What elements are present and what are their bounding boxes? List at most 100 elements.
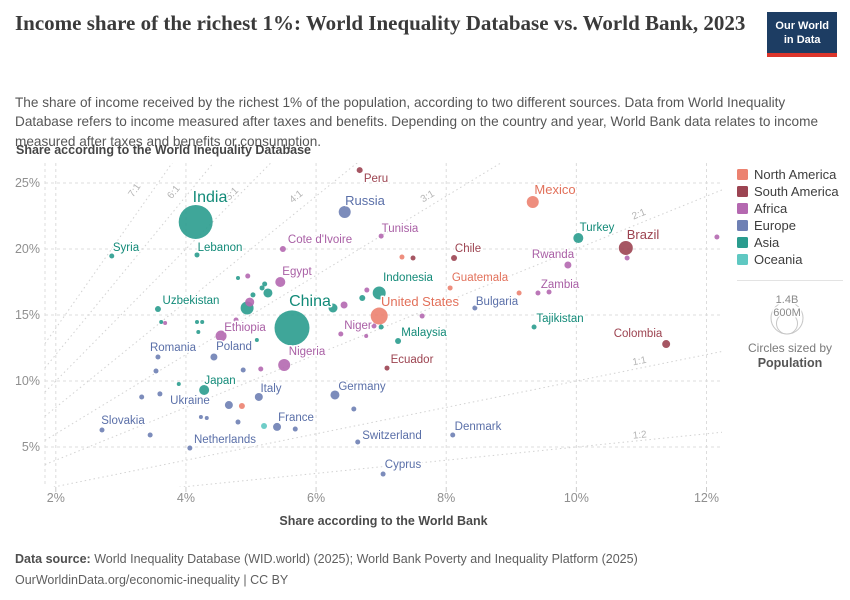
- data-point-peru[interactable]: [356, 167, 363, 174]
- data-point-uzbekistan[interactable]: [154, 306, 161, 313]
- page-title: Income share of the richest 1%: World In…: [15, 11, 746, 35]
- data-point-poland[interactable]: [210, 353, 218, 361]
- legend-swatch-north-america: [737, 169, 748, 180]
- data-point[interactable]: [147, 432, 153, 438]
- data-point[interactable]: [254, 337, 259, 342]
- data-point[interactable]: [340, 301, 348, 309]
- data-point-ethiopia[interactable]: [215, 330, 227, 342]
- data-point[interactable]: [198, 415, 203, 420]
- data-point[interactable]: [245, 297, 255, 307]
- data-point[interactable]: [714, 234, 720, 240]
- data-point-india[interactable]: [178, 204, 213, 239]
- data-point-cyprus[interactable]: [380, 471, 386, 477]
- data-point-netherlands[interactable]: [187, 445, 193, 451]
- data-point[interactable]: [240, 367, 246, 373]
- data-point[interactable]: [235, 419, 241, 425]
- legend-item-africa[interactable]: Africa: [737, 200, 843, 217]
- data-point-colombia[interactable]: [662, 340, 671, 349]
- data-point[interactable]: [261, 423, 268, 430]
- data-point-ukraine[interactable]: [224, 401, 233, 410]
- data-point-denmark[interactable]: [450, 432, 456, 438]
- data-point-france[interactable]: [273, 422, 282, 431]
- data-point[interactable]: [250, 292, 256, 298]
- data-point-japan[interactable]: [199, 384, 210, 395]
- data-point-romania[interactable]: [155, 354, 161, 360]
- ratio-line-1:1: [51, 350, 722, 487]
- data-point-rwanda[interactable]: [564, 261, 572, 269]
- legend-item-north-america[interactable]: North America: [737, 166, 843, 183]
- legend-item-south-america[interactable]: South America: [737, 183, 843, 200]
- data-point[interactable]: [196, 330, 201, 335]
- owid-logo[interactable]: Our World in Data: [767, 12, 837, 57]
- data-point[interactable]: [364, 287, 370, 293]
- chart-subtitle: The share of income received by the rich…: [15, 95, 818, 149]
- data-point[interactable]: [378, 324, 384, 330]
- data-point-nigeria[interactable]: [278, 359, 291, 372]
- data-point-united-states[interactable]: [370, 307, 388, 325]
- scatter-plot: 2% 4% 6% 8% 10% 12%5%10%15%20%25% 7:1 6:1 5:1 4:1…: [15, 163, 722, 505]
- data-point-chile[interactable]: [451, 254, 458, 261]
- data-point-syria[interactable]: [109, 253, 115, 259]
- data-point-zambia[interactable]: [535, 290, 541, 296]
- data-point[interactable]: [624, 255, 630, 261]
- data-point-china[interactable]: [274, 310, 310, 346]
- data-point-germany[interactable]: [330, 390, 340, 400]
- data-point-lebanon[interactable]: [194, 252, 200, 258]
- data-point-switzerland[interactable]: [355, 439, 361, 445]
- data-point-egypt[interactable]: [275, 277, 286, 287]
- data-point[interactable]: [238, 402, 245, 409]
- data-point[interactable]: [258, 366, 264, 372]
- data-point[interactable]: [399, 254, 405, 260]
- data-point[interactable]: [364, 333, 369, 338]
- data-point-niger[interactable]: [371, 323, 377, 329]
- data-point-indonesia[interactable]: [372, 286, 386, 300]
- x-axis-title: Share according to the World Bank: [279, 514, 488, 528]
- data-point[interactable]: [139, 394, 145, 400]
- data-point[interactable]: [419, 313, 425, 319]
- data-point[interactable]: [259, 285, 265, 291]
- data-point[interactable]: [338, 331, 344, 337]
- data-point[interactable]: [410, 255, 416, 261]
- data-point-malaysia[interactable]: [395, 338, 402, 345]
- data-point[interactable]: [163, 321, 168, 326]
- legend-item-oceania[interactable]: Oceania: [737, 251, 843, 268]
- data-point[interactable]: [195, 319, 200, 324]
- data-point[interactable]: [159, 319, 164, 324]
- data-point-mexico[interactable]: [526, 196, 539, 209]
- data-point[interactable]: [245, 273, 251, 279]
- data-point[interactable]: [200, 319, 205, 324]
- data-point[interactable]: [235, 276, 240, 281]
- footer-link[interactable]: OurWorldinData.org/economic-inequality |…: [15, 573, 289, 588]
- data-point-turkey[interactable]: [573, 233, 584, 244]
- data-point-tajikistan[interactable]: [531, 324, 537, 330]
- size-legend-circles: 1.4B 600M: [770, 293, 804, 335]
- data-point[interactable]: [262, 281, 268, 287]
- data-point-brazil[interactable]: [618, 240, 633, 255]
- legend-item-asia[interactable]: Asia: [737, 234, 843, 251]
- data-point-russia[interactable]: [338, 206, 351, 219]
- data-point[interactable]: [516, 290, 522, 296]
- data-point[interactable]: [263, 288, 273, 298]
- data-point[interactable]: [359, 294, 366, 301]
- data-point[interactable]: [153, 368, 159, 374]
- data-point[interactable]: [546, 289, 552, 295]
- data-point[interactable]: [233, 317, 239, 323]
- data-point[interactable]: [292, 426, 298, 432]
- country-label-ecuador: Ecuador: [391, 354, 434, 366]
- ratio-line-3:1: [45, 163, 502, 441]
- data-point-ecuador[interactable]: [384, 365, 390, 371]
- data-point-slovakia[interactable]: [99, 427, 105, 433]
- legend-item-europe[interactable]: Europe: [737, 217, 843, 234]
- y-tick-label: 20%: [15, 242, 40, 256]
- data-point[interactable]: [176, 382, 181, 387]
- data-point-cote-d-ivoire[interactable]: [279, 246, 286, 252]
- data-point-bulgaria[interactable]: [472, 305, 478, 311]
- data-point-italy[interactable]: [254, 392, 263, 401]
- data-point-guatemala[interactable]: [447, 285, 453, 291]
- data-point-tunisia[interactable]: [378, 233, 384, 239]
- data-point[interactable]: [351, 406, 357, 412]
- country-label-bulgaria: Bulgaria: [476, 296, 519, 308]
- data-point[interactable]: [204, 415, 209, 420]
- data-point[interactable]: [328, 303, 338, 313]
- data-point[interactable]: [157, 391, 163, 397]
